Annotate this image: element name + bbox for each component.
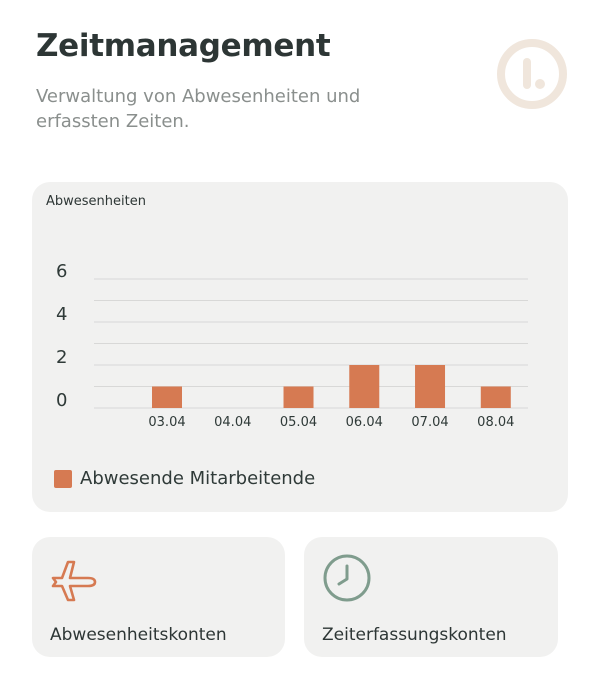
- y-tick-label: 0: [56, 390, 67, 411]
- time-tracking-accounts-label: Zeiterfassungskonten: [322, 625, 507, 645]
- chart-title: Abwesenheiten: [46, 194, 146, 209]
- y-tick-label: 2: [56, 347, 67, 368]
- x-tick-label: 06.04: [346, 415, 383, 430]
- time-tracking-accounts-tile[interactable]: Zeiterfassungskonten: [304, 537, 558, 657]
- x-tick-label: 07.04: [411, 415, 448, 430]
- bar-05-04: [283, 386, 314, 408]
- x-tick-label: 05.04: [280, 415, 317, 430]
- legend-swatch: [54, 469, 72, 488]
- absence-chart: 0 2 4 6 03.04 04.04 05.04 06.04 07.04 08.04: [56, 261, 528, 430]
- bar-07-04: [415, 365, 446, 408]
- y-axis-labels: 0 2 4 6: [56, 261, 67, 411]
- page-subtitle: Verwaltung von Abwesenheiten und erfasst…: [36, 86, 361, 132]
- x-tick-label: 04.04: [214, 415, 251, 430]
- chart-legend: Abwesende Mitarbeitende: [54, 468, 315, 489]
- bar-08-04: [480, 386, 511, 408]
- airplane-icon: [51, 560, 97, 602]
- legend-label: Abwesende Mitarbeitende: [80, 468, 316, 489]
- bar-03-04: [152, 386, 182, 408]
- brand-logo-icon: [497, 39, 567, 109]
- y-tick-label: 6: [56, 261, 67, 282]
- page-title: Zeitmanagement: [36, 28, 331, 64]
- chart-bars: [152, 365, 511, 408]
- y-tick-label: 4: [56, 304, 67, 325]
- bar-06-04: [349, 365, 380, 408]
- x-tick-label: 03.04: [148, 415, 185, 430]
- absence-accounts-tile[interactable]: Abwesenheitskonten: [32, 537, 285, 657]
- clock-icon: [323, 554, 371, 602]
- x-axis-labels: 03.04 04.04 05.04 06.04 07.04 08.04: [148, 415, 514, 430]
- x-tick-label: 08.04: [477, 415, 514, 430]
- absence-accounts-label: Abwesenheitskonten: [50, 625, 227, 645]
